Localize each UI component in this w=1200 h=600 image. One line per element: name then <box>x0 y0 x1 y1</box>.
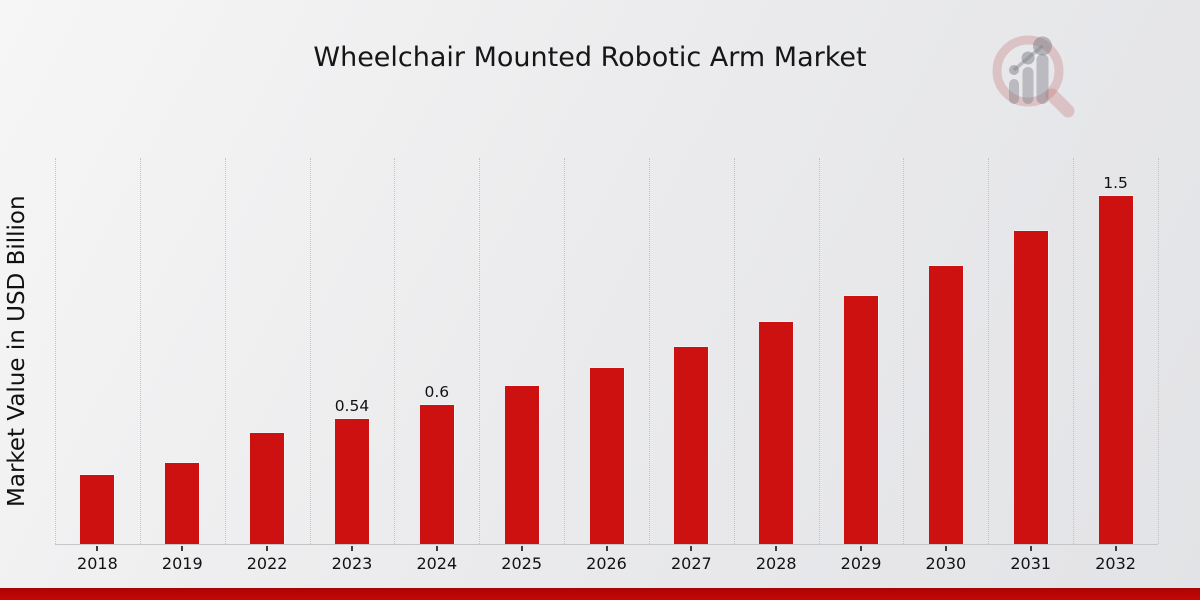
x-tick <box>350 546 353 551</box>
bar-2019 <box>165 462 200 544</box>
grid-line <box>733 158 735 544</box>
grid-line <box>394 158 396 544</box>
x-tick <box>435 546 438 551</box>
logo-bar-short <box>1009 79 1019 104</box>
magnifier-ring-icon <box>992 35 1064 107</box>
x-tick <box>266 546 269 551</box>
x-tick-label: 2023 <box>331 554 373 573</box>
x-tick <box>96 546 99 551</box>
x-tick <box>520 546 523 551</box>
x-tick-label: 2024 <box>416 554 458 573</box>
x-tick <box>944 546 947 551</box>
bar-2023 <box>334 418 369 544</box>
bar-2026 <box>589 367 624 544</box>
bar-2027 <box>674 347 709 544</box>
bar-2030 <box>928 265 963 544</box>
bar-value-label: 0.54 <box>334 396 370 415</box>
x-tick <box>605 546 608 551</box>
grid-line <box>988 158 990 544</box>
grid-line <box>479 158 481 544</box>
x-tick-label: 2018 <box>77 554 118 573</box>
grid-line <box>224 158 226 544</box>
grid-line <box>1158 158 1159 544</box>
x-tick <box>860 546 863 551</box>
bar-2018 <box>80 474 115 544</box>
x-tick <box>1114 546 1117 551</box>
grid-line <box>818 158 820 544</box>
x-tick <box>1029 546 1032 551</box>
x-tick-label: 2028 <box>755 554 797 573</box>
magnifier-handle-icon <box>1045 88 1075 118</box>
logo-bar-tall <box>1036 54 1049 104</box>
y-axis-label: Market Value in USD Billion <box>4 195 30 508</box>
x-tick-label: 2026 <box>586 554 627 573</box>
bar-2025 <box>504 386 539 544</box>
x-tick <box>181 546 184 551</box>
logo-dot-mid <box>1021 51 1035 65</box>
bar-2029 <box>844 296 879 544</box>
x-tick-label: 2025 <box>501 554 542 573</box>
x-tick-label: 2031 <box>1010 554 1052 573</box>
bar-2028 <box>759 321 794 544</box>
logo-dot-large <box>1033 36 1052 56</box>
footer-banner <box>0 588 1200 600</box>
x-tick-label: 2019 <box>161 554 203 573</box>
logo-bar-mid <box>1022 67 1034 104</box>
x-tick-label: 2032 <box>1095 554 1136 573</box>
bar-2031 <box>1013 231 1048 544</box>
bar-value-label: 0.6 <box>424 383 450 401</box>
grid-line <box>139 158 141 544</box>
grid-line <box>1073 158 1075 544</box>
magnifier-bar-chart-logo-icon <box>992 35 1075 118</box>
chart-title: Wheelchair Mounted Robotic Arm Market <box>313 42 867 73</box>
grid-line <box>903 158 905 544</box>
grid-line <box>648 158 650 544</box>
grid-line <box>564 158 566 544</box>
plot-area: 0.54 0.6 1.5 <box>55 158 1159 545</box>
x-tick-label: 2029 <box>840 554 882 573</box>
x-axis: 2018 2019 2022 2023 2024 2025 2026 2027 2028 2029… <box>55 546 1158 588</box>
grid-line <box>55 158 56 544</box>
x-tick <box>775 546 778 551</box>
bar-value-label: 1.5 <box>1103 174 1128 193</box>
logo-dot-small <box>1009 65 1019 75</box>
x-tick-label: 2022 <box>246 554 288 573</box>
bar-2032 <box>1098 196 1133 544</box>
x-tick <box>690 546 693 551</box>
grid-line <box>309 158 311 544</box>
bar-2024 <box>419 405 454 544</box>
bar-2022 <box>250 432 285 544</box>
x-tick-label: 2030 <box>925 554 967 573</box>
x-tick-label: 2027 <box>670 554 712 573</box>
